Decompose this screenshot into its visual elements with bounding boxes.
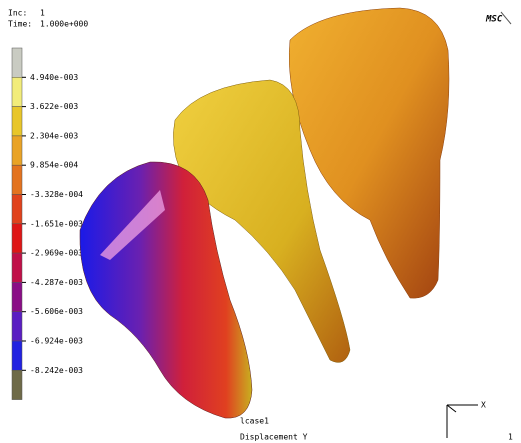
logo: MSC — [485, 15, 503, 25]
inc-label: Inc: — [8, 9, 27, 18]
legend-swatch — [12, 77, 22, 106]
legend-swatch — [12, 48, 22, 77]
legend-swatch — [12, 341, 22, 370]
legend-label: 9.854e-004 — [30, 161, 78, 170]
legend-swatch — [12, 136, 22, 165]
quantity: Displacement Y — [240, 433, 308, 442]
legend-label: -5.606e-003 — [30, 307, 83, 316]
legend-swatch — [12, 370, 22, 399]
legend-label: -4.287e-003 — [30, 278, 83, 287]
legend-label: -3.328e-004 — [30, 190, 83, 199]
viewport: Inc: 1 Time: 1.000e+000 MSC 4.940e-003 3.… — [0, 0, 521, 443]
inc-value: 1 — [40, 9, 45, 18]
legend-label: 4.940e-003 — [30, 73, 78, 82]
legend-swatch — [12, 195, 22, 224]
legend-swatch — [12, 282, 22, 311]
legend-label: 2.304e-003 — [30, 131, 78, 140]
legend-label: -2.969e-003 — [30, 249, 83, 258]
legend-label: -8.242e-003 — [30, 366, 83, 375]
legend-label: -6.924e-003 — [30, 337, 83, 346]
window-number: 1 — [508, 433, 513, 442]
axis-x-label: X — [481, 401, 486, 410]
legend-swatch — [12, 107, 22, 136]
legend-swatch — [12, 165, 22, 194]
legend-swatch — [12, 224, 22, 253]
legend-label: 3.622e-003 — [30, 102, 78, 111]
legend-label: -1.651e-003 — [30, 219, 83, 228]
legend-swatch — [12, 253, 22, 282]
time-value: 1.000e+000 — [40, 20, 88, 29]
legend-swatch — [12, 312, 22, 341]
loadcase: lcase1 — [240, 417, 269, 426]
time-label: Time: — [8, 20, 32, 29]
